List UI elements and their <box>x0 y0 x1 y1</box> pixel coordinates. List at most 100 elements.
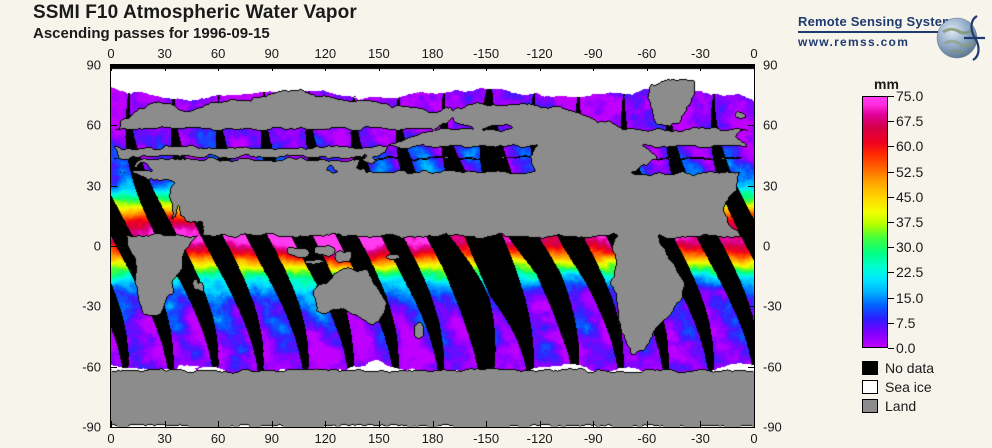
colorbar-tick-8 <box>888 297 894 299</box>
colorbar-tick-label-4: 45.0 <box>896 188 924 205</box>
lon-tick-bottom-2 <box>218 421 220 427</box>
lat-tick-right-6 <box>748 427 754 428</box>
lon-label-top-8: -120 <box>526 46 553 61</box>
lat-label-right-4: -30 <box>763 298 782 314</box>
colorbar-tick-3 <box>888 171 894 173</box>
legend-swatch-0 <box>862 360 878 375</box>
logo-divider <box>798 31 938 33</box>
lat-label-left-5: -60 <box>82 359 101 375</box>
lon-tick-top-3 <box>271 65 273 71</box>
lon-tick-bottom-7 <box>486 421 488 427</box>
colorbar-tick-label-0: 75.0 <box>896 88 924 104</box>
colorbar-tick-label-5: 37.5 <box>896 214 924 230</box>
lon-tick-top-11 <box>700 65 702 71</box>
colorbar-tick-6 <box>888 247 894 249</box>
legend-item: Land <box>862 396 934 415</box>
lat-tick-right-0 <box>748 65 754 66</box>
lon-tick-top-1 <box>164 65 166 71</box>
lon-tick-bottom-0 <box>111 421 112 427</box>
lat-tick-left-3 <box>111 246 117 247</box>
legend-item: No data <box>862 358 934 377</box>
colorbar[interactable]: mm 75.0 67.5 60.0 52.5 45.0 37.5 30.0 22.5 15.0 7… <box>862 76 923 356</box>
lon-tick-top-10 <box>646 65 648 71</box>
lon-label-top-2: 60 <box>210 46 226 61</box>
lat-tick-right-5 <box>748 366 754 368</box>
lon-label-top-4: 120 <box>314 46 337 61</box>
lat-label-right-5: -60 <box>763 359 782 375</box>
legend-item: Sea ice <box>862 377 934 396</box>
lat-label-left-4: -30 <box>82 298 101 314</box>
lon-tick-bottom-9 <box>593 421 595 427</box>
lat-label-left-0: 90 <box>86 57 101 73</box>
title-block: SSMI F10 Atmospheric Water Vapor Ascendi… <box>33 2 357 43</box>
lon-label-top-12: 0 <box>750 46 758 61</box>
lon-tick-top-8 <box>539 65 541 71</box>
lon-tick-top-5 <box>378 65 380 71</box>
lon-label-top-6: 180 <box>421 46 444 61</box>
lon-label-bottom-1: 30 <box>157 431 172 446</box>
lat-label-right-0: 90 <box>763 57 778 73</box>
colorbar-tick-label-8: 15.0 <box>896 289 924 306</box>
colorbar-tick-9 <box>888 322 894 324</box>
lon-label-bottom-9: -90 <box>583 431 603 446</box>
lat-tick-left-1 <box>111 125 117 127</box>
lat-tick-right-1 <box>748 125 754 127</box>
lat-label-right-6: -90 <box>763 419 782 435</box>
lon-tick-bottom-11 <box>700 421 702 427</box>
colorbar-tick-label-7: 22.5 <box>896 264 924 281</box>
colorbar-tick-10 <box>888 348 894 349</box>
water-vapor-heatmap <box>111 65 754 427</box>
lat-label-right-3: 0 <box>763 238 771 254</box>
lon-label-top-5: 150 <box>368 46 390 61</box>
lat-label-left-3: 0 <box>93 238 101 254</box>
lat-label-left-2: 30 <box>86 178 101 194</box>
legend-label-2: Land <box>885 397 917 414</box>
lat-tick-left-4 <box>111 306 117 308</box>
lon-label-bottom-2: 60 <box>210 431 226 446</box>
logo-company-name: Remote Sensing Systems <box>798 14 962 29</box>
lat-tick-right-2 <box>748 185 754 187</box>
lat-label-left-6: -90 <box>82 419 101 435</box>
lat-tick-right-4 <box>748 306 754 308</box>
lat-label-right-2: 30 <box>763 178 778 194</box>
lon-tick-bottom-8 <box>539 421 541 427</box>
lat-label-right-1: 60 <box>763 117 778 133</box>
lon-tick-bottom-3 <box>271 421 273 427</box>
lat-tick-left-0 <box>111 65 117 66</box>
legend-swatch-1 <box>862 379 878 394</box>
lon-label-top-9: -90 <box>583 46 603 61</box>
lon-tick-bottom-12 <box>754 421 755 427</box>
lat-tick-left-2 <box>111 185 117 187</box>
lon-tick-top-2 <box>218 65 220 71</box>
lon-label-top-0: 0 <box>107 46 115 61</box>
colorbar-tick-2 <box>888 146 894 148</box>
colorbar-tick-label-2: 60.0 <box>896 138 924 155</box>
legend-swatch-2 <box>862 398 878 413</box>
lon-label-bottom-12: 0 <box>750 431 758 446</box>
colorbar-tick-0 <box>888 96 894 97</box>
lon-tick-top-0 <box>111 65 112 71</box>
lon-label-top-11: -30 <box>691 46 710 61</box>
colorbar-tick-label-1: 67.5 <box>896 113 924 130</box>
lat-tick-right-3 <box>748 246 754 247</box>
lon-tick-bottom-4 <box>325 421 327 427</box>
lon-tick-top-9 <box>593 65 595 71</box>
lon-label-bottom-11: -30 <box>691 431 710 446</box>
map-plot-area[interactable] <box>110 64 755 428</box>
lon-label-bottom-4: 120 <box>314 431 337 446</box>
lon-tick-bottom-5 <box>378 421 380 427</box>
page-subtitle: Ascending passes for 1996-09-15 <box>33 25 270 42</box>
legend-label-0: No data <box>885 359 935 376</box>
lon-label-bottom-8: -120 <box>526 431 553 446</box>
colorbar-tick-label-9: 7.5 <box>896 314 916 331</box>
lon-tick-bottom-1 <box>164 421 166 427</box>
lon-label-top-7: -150 <box>473 46 500 61</box>
legend-label-1: Sea ice <box>885 378 932 395</box>
lon-tick-top-7 <box>486 65 488 71</box>
lon-label-bottom-5: 150 <box>368 431 390 446</box>
colorbar-tick-1 <box>888 121 894 123</box>
lon-label-bottom-3: 90 <box>264 431 279 446</box>
colorbar-tick-label-6: 30.0 <box>896 239 924 256</box>
remss-logo[interactable]: Remote Sensing Systems www.remss.com <box>798 14 988 66</box>
globe-icon <box>936 15 985 61</box>
